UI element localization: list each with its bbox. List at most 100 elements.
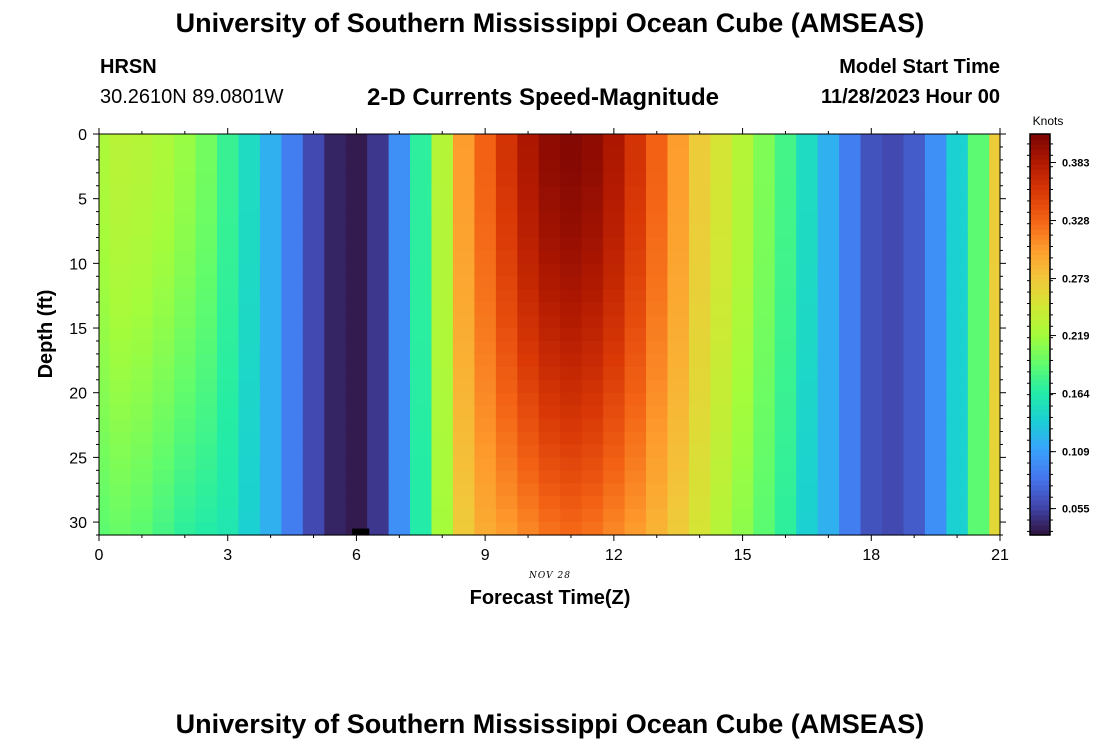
heatmap-cell bbox=[474, 405, 497, 420]
heatmap-cell bbox=[345, 353, 368, 368]
heatmap-cell bbox=[710, 522, 733, 536]
heatmap-cell bbox=[731, 302, 754, 316]
heatmap-cell bbox=[517, 366, 540, 381]
heatmap-cell bbox=[109, 159, 132, 174]
heatmap-cell bbox=[903, 328, 926, 342]
heatmap-cell bbox=[538, 483, 561, 497]
heatmap-cell bbox=[710, 276, 733, 290]
heatmap-cell bbox=[646, 211, 669, 226]
heatmap-cell bbox=[646, 159, 669, 174]
heatmap-cell bbox=[989, 159, 1001, 174]
heatmap-cell bbox=[324, 392, 347, 407]
heatmap-cell bbox=[495, 496, 518, 510]
heatmap-cell bbox=[131, 146, 154, 161]
heatmap-cell bbox=[710, 263, 733, 277]
heatmap-cell bbox=[302, 457, 325, 471]
heatmap-cell bbox=[495, 237, 518, 252]
heatmap-cell bbox=[131, 353, 154, 368]
heatmap-cell bbox=[452, 276, 476, 290]
heatmap-cell bbox=[302, 289, 325, 303]
heatmap-cell bbox=[495, 159, 518, 174]
heatmap-cell bbox=[152, 496, 175, 510]
heatmap-cell bbox=[345, 340, 368, 355]
heatmap-cell bbox=[452, 134, 476, 148]
heatmap-cell bbox=[817, 134, 840, 148]
heatmap-cell bbox=[302, 315, 325, 329]
heatmap-cell bbox=[774, 405, 797, 420]
heatmap-cell bbox=[474, 250, 497, 264]
heatmap-cell bbox=[603, 431, 626, 446]
heatmap-cell bbox=[796, 276, 819, 290]
heatmap-cell bbox=[152, 418, 175, 433]
heatmap-cell bbox=[174, 392, 197, 407]
heatmap-cell bbox=[131, 172, 154, 187]
plot-frame bbox=[98, 133, 1001, 536]
heatmap-cell bbox=[967, 431, 990, 446]
heatmap-cell bbox=[924, 328, 947, 342]
heatmap-cell bbox=[281, 392, 304, 407]
heatmap-cell bbox=[345, 289, 368, 303]
heatmap-cell bbox=[667, 496, 690, 510]
colorbar-segment bbox=[1030, 314, 1050, 321]
heatmap-cell bbox=[474, 470, 497, 484]
heatmap-cell bbox=[924, 302, 947, 316]
heatmap-cell bbox=[495, 250, 518, 264]
heatmap-cell bbox=[817, 496, 840, 510]
heatmap-cell bbox=[967, 340, 990, 355]
heatmap-cell bbox=[474, 315, 497, 329]
heatmap-cell bbox=[882, 457, 905, 471]
heatmap-cell bbox=[195, 198, 218, 213]
heatmap-cell bbox=[581, 211, 604, 226]
heatmap-cell bbox=[538, 457, 561, 471]
colorbar-segment bbox=[1030, 319, 1050, 326]
heatmap-cell bbox=[989, 457, 1001, 471]
heatmap-cell bbox=[860, 431, 883, 446]
heatmap-cell bbox=[431, 159, 454, 174]
heatmap-cell bbox=[324, 263, 347, 277]
heatmap-cell bbox=[924, 159, 947, 174]
heatmap-cell bbox=[603, 224, 626, 239]
heatmap-cell bbox=[560, 522, 583, 536]
x-tick-label: 15 bbox=[734, 547, 752, 564]
heatmap-cell bbox=[99, 224, 111, 239]
heatmap-cell bbox=[367, 496, 390, 510]
heatmap-cell bbox=[796, 224, 819, 239]
heatmap-cell bbox=[774, 522, 797, 536]
heatmap-cell bbox=[796, 522, 819, 536]
heatmap-cell bbox=[131, 379, 154, 394]
heatmap-cell bbox=[860, 146, 883, 161]
heatmap-cell bbox=[796, 250, 819, 264]
colorbar-segment bbox=[1030, 359, 1050, 366]
heatmap-cell bbox=[924, 405, 947, 420]
heatmap-cell bbox=[410, 379, 433, 394]
heatmap-cell bbox=[817, 224, 840, 239]
heatmap-cell bbox=[560, 276, 583, 290]
heatmap-cell bbox=[796, 315, 819, 329]
heatmap-cell bbox=[495, 366, 518, 381]
heatmap-cell bbox=[924, 379, 947, 394]
heatmap-cell bbox=[410, 496, 433, 510]
heatmap-cell bbox=[817, 392, 840, 407]
heatmap-cell bbox=[259, 302, 282, 316]
heatmap-cell bbox=[924, 224, 947, 239]
heatmap-cell bbox=[731, 405, 754, 420]
heatmap-cell bbox=[238, 211, 261, 226]
heatmap-cell bbox=[195, 289, 218, 303]
heatmap-cell bbox=[560, 289, 583, 303]
heatmap-cell bbox=[238, 509, 261, 523]
heatmap-cell bbox=[152, 444, 175, 458]
heatmap-cell bbox=[882, 211, 905, 226]
heatmap-cell bbox=[753, 509, 776, 523]
heatmap-cell bbox=[538, 418, 561, 433]
heatmap-cell bbox=[367, 263, 390, 277]
heatmap-cell bbox=[517, 379, 540, 394]
heatmap-cell bbox=[989, 328, 1001, 342]
heatmap-cell bbox=[989, 366, 1001, 381]
heatmap-cell bbox=[774, 159, 797, 174]
heatmap-cell bbox=[367, 302, 390, 316]
heatmap-cell bbox=[495, 146, 518, 161]
heatmap-cell bbox=[538, 431, 561, 446]
heatmap-cell bbox=[688, 302, 711, 316]
heatmap-cell bbox=[99, 328, 111, 342]
heatmap-cell bbox=[774, 198, 797, 213]
